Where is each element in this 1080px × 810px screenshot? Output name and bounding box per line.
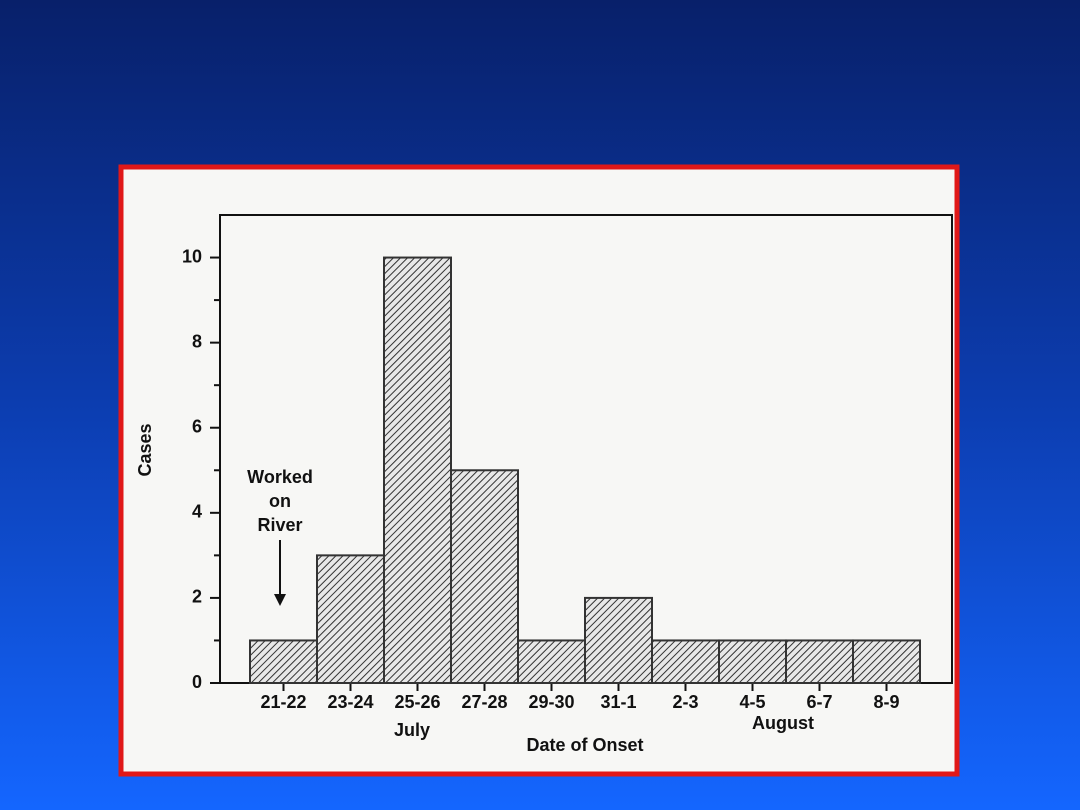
bar <box>718 639 787 684</box>
x-tick-label: 25-26 <box>394 692 440 712</box>
x-tick-label: 21-22 <box>260 692 306 712</box>
y-tick-label: 4 <box>192 502 202 522</box>
x-tick-label: 23-24 <box>327 692 373 712</box>
bar <box>450 469 519 685</box>
x-tick-label: 27-28 <box>461 692 507 712</box>
bar <box>249 639 318 684</box>
annotation: on <box>269 491 291 511</box>
month-label: July <box>394 720 430 740</box>
y-tick-label: 2 <box>192 587 202 607</box>
y-tick-label: 10 <box>182 246 202 266</box>
annotation: River <box>257 515 302 535</box>
x-tick-label: 8-9 <box>873 692 899 712</box>
y-tick-label: 6 <box>192 416 202 436</box>
bar <box>651 639 720 684</box>
x-tick-label: 31-1 <box>600 692 636 712</box>
x-axis-label: Date of Onset <box>526 735 643 755</box>
y-tick-label: 0 <box>192 672 202 692</box>
x-tick-label: 29-30 <box>528 692 574 712</box>
bar <box>852 639 921 684</box>
annotation-arrowhead <box>274 594 286 606</box>
y-axis-label: Cases <box>135 423 155 476</box>
bar <box>785 639 854 684</box>
bar <box>584 596 653 685</box>
annotation: Worked <box>247 467 313 487</box>
x-tick-label: 6-7 <box>806 692 832 712</box>
month-label: August <box>752 713 814 733</box>
x-tick-label: 2-3 <box>672 692 698 712</box>
bar <box>316 554 385 685</box>
bar <box>383 256 452 684</box>
bar <box>517 639 586 684</box>
x-tick-label: 4-5 <box>739 692 765 712</box>
y-tick-label: 8 <box>192 331 202 351</box>
